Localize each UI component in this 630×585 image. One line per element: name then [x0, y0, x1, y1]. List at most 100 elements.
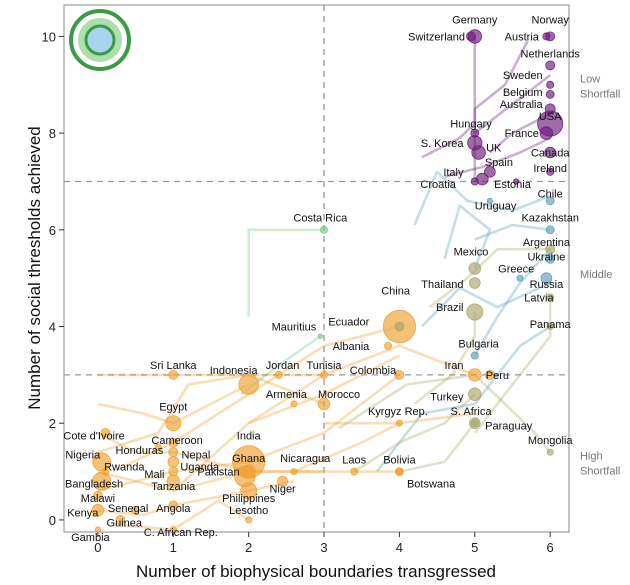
- y-tick-label-10: 10: [42, 29, 56, 44]
- label-kazakhstan: Kazakhstan: [521, 213, 578, 225]
- point-thailand: [468, 277, 481, 289]
- shortfall-band-labels: Low Shortfall Middle High Shortfall: [580, 74, 620, 478]
- label-ghana: Ghana: [232, 453, 266, 465]
- point-panama: [546, 322, 554, 330]
- point-colombia: [394, 369, 405, 380]
- label-austria: Austria: [505, 31, 540, 43]
- label-colombia: Colombia: [350, 365, 397, 377]
- label-nicaragua: Nicaragua: [280, 453, 331, 465]
- trajectory-5: [413, 170, 551, 226]
- label-pakistan: Pakistan: [197, 467, 239, 479]
- point-latvia: [546, 293, 555, 302]
- label-australia: Australia: [500, 99, 544, 111]
- label-nigeria: Nigeria: [65, 450, 101, 462]
- label-cote-d-ivoire: Cote d'Ivoire: [63, 430, 124, 442]
- label-iran: Iran: [445, 360, 464, 372]
- trajectory-23: [97, 373, 325, 454]
- y-tick-label-4: 4: [49, 320, 56, 335]
- label-estonia: Estonia: [494, 179, 532, 191]
- trajectory-13: [413, 312, 477, 405]
- point-iran: [468, 368, 482, 382]
- trajectory-7: [474, 223, 551, 241]
- label-china: China: [381, 285, 411, 297]
- label-cameroon: Cameroon: [151, 435, 202, 447]
- point-armenia: [290, 400, 298, 408]
- label-niger: Niger: [269, 484, 296, 496]
- label-thailand: Thailand: [421, 279, 463, 291]
- label-egypt: Egypt: [159, 401, 187, 413]
- label-ireland: Ireland: [533, 163, 567, 175]
- trajectory-11: [428, 247, 551, 309]
- label-ukraine: Ukraine: [527, 251, 565, 263]
- label-armenia: Armenia: [266, 389, 308, 401]
- point-uganda: [167, 456, 180, 468]
- point-cameroon: [168, 437, 179, 448]
- label-gambia: Gambia: [71, 532, 110, 544]
- point-tunisia: [319, 370, 328, 379]
- point-mauritius: [317, 333, 323, 339]
- point-nicaragua: [290, 468, 298, 476]
- label-russia: Russia: [530, 279, 565, 291]
- point-costa-rica: [319, 225, 328, 234]
- label-albania: Albania: [333, 341, 371, 353]
- point-paraguay: [470, 419, 479, 428]
- trajectory-24: [97, 470, 400, 493]
- label-sri-lanka: Sri Lanka: [150, 360, 197, 372]
- trajectory-0: [421, 36, 477, 159]
- point-mexico: [468, 262, 482, 275]
- point-uk: [471, 145, 486, 160]
- trajectory-20: [97, 383, 250, 425]
- y-tick-label-2: 2: [49, 416, 56, 431]
- trajectory-16: [353, 393, 476, 473]
- band-label-2: High Shortfall: [580, 451, 620, 478]
- label-brazil: Brazil: [436, 302, 464, 314]
- point-philippines: [240, 482, 258, 500]
- point-albania: [384, 341, 393, 350]
- label-bolivia: Bolivia: [383, 455, 416, 467]
- label-greece: Greece: [498, 264, 534, 276]
- point-sri-lanka: [168, 369, 179, 380]
- point-kazakhstan: [545, 225, 555, 235]
- point-morocco: [317, 397, 331, 411]
- point-labels: Germany Switzerland Norway Austria Netherlan…: [63, 15, 580, 544]
- label-norway: Norway: [532, 15, 570, 27]
- label-paraguay: Paraguay: [485, 421, 533, 433]
- label-mongolia: Mongolia: [528, 435, 574, 447]
- point-ireland: [546, 167, 555, 176]
- trajectory-14: [473, 297, 552, 434]
- trajectory-17: [247, 228, 324, 317]
- label-morocco: Morocco: [318, 389, 360, 401]
- label-malawi: Malawi: [81, 493, 115, 505]
- label-lesotho: Lesotho: [229, 505, 268, 517]
- data-points: [91, 29, 564, 534]
- point-egypt: [165, 415, 182, 432]
- y-tick-label-0: 0: [49, 513, 56, 528]
- point-ecuador: [394, 321, 405, 332]
- point-cote-d-ivoire: [100, 427, 111, 438]
- label-argentina: Argentina: [523, 237, 571, 249]
- trajectory-31: [293, 422, 400, 473]
- trajectories: [97, 36, 552, 531]
- point-indonesia: [238, 374, 260, 395]
- trajectory-8: [421, 281, 551, 328]
- label-jordan: Jordan: [266, 360, 300, 372]
- trajectory-29: [247, 344, 476, 425]
- point-belgium: [545, 90, 555, 99]
- label-latvia: Latvia: [524, 293, 554, 305]
- point-malawi: [93, 490, 103, 501]
- trajectory-28: [172, 354, 400, 492]
- label-guinea: Guinea: [107, 517, 143, 529]
- x-tick-label-5: 5: [471, 540, 478, 555]
- label-tanzania: Tanzania: [151, 481, 196, 493]
- point-jordan: [274, 370, 283, 379]
- point-hungary: [470, 128, 480, 138]
- label-usa: USA: [539, 111, 562, 123]
- trajectory-4: [444, 136, 551, 178]
- point-argentina: [545, 244, 556, 255]
- label-kyrgyz-rep: Kyrgyz Rep.: [368, 406, 428, 418]
- trajectory-9: [473, 248, 552, 357]
- point-ukraine: [545, 253, 556, 264]
- point-peru: [484, 369, 495, 380]
- point-canada: [544, 146, 556, 159]
- point-nepal: [168, 447, 179, 458]
